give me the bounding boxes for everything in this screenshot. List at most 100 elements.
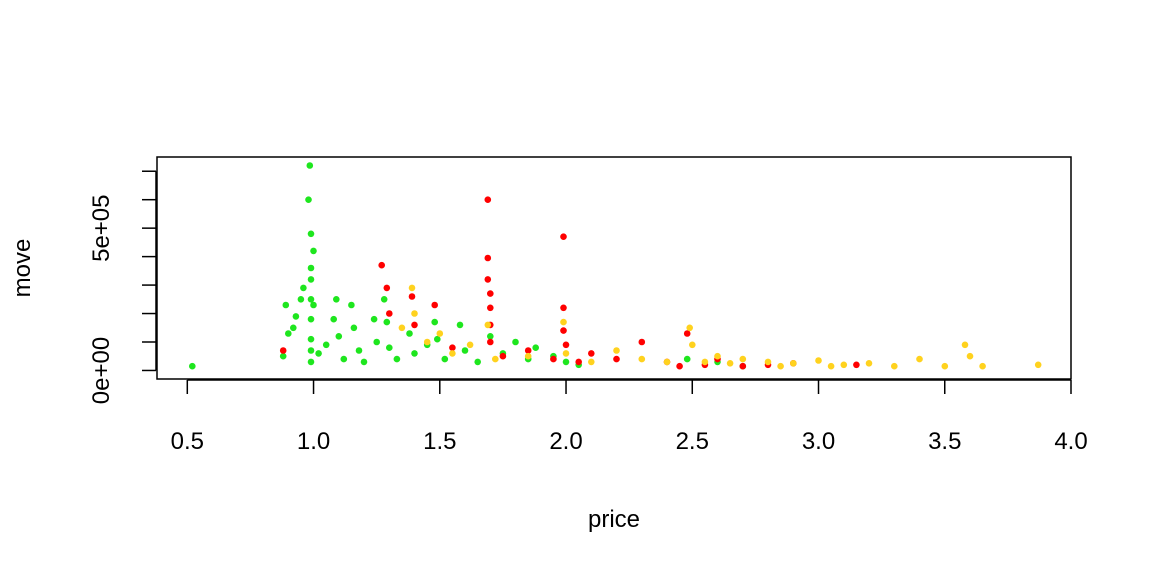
data-point: [484, 254, 492, 262]
data-point: [916, 355, 923, 363]
data-point: [330, 315, 338, 323]
data-point: [487, 338, 494, 346]
data-point: [588, 358, 595, 366]
x-tick-label: 0.5: [171, 428, 204, 455]
data-point: [360, 358, 368, 366]
data-point: [370, 315, 378, 323]
data-point: [406, 330, 413, 337]
data-point: [383, 318, 391, 326]
data-point: [386, 344, 393, 352]
plot-frame: [156, 156, 1072, 380]
data-point: [827, 362, 835, 370]
data-point: [683, 355, 691, 363]
data-point: [492, 355, 499, 363]
x-tick-label: 3.5: [928, 428, 961, 455]
data-point: [306, 162, 314, 169]
data-point: [189, 362, 196, 370]
data-point: [764, 358, 772, 366]
x-tick-label: 2.0: [549, 428, 582, 455]
data-point: [739, 355, 747, 363]
data-point: [966, 352, 974, 360]
data-point: [292, 313, 300, 320]
data-point: [1034, 361, 1042, 369]
data-point: [282, 301, 290, 309]
data-point: [411, 310, 418, 317]
data-point: [423, 338, 431, 346]
data-point: [726, 360, 734, 367]
data-point: [398, 324, 406, 332]
x-tick-label: 2.5: [676, 428, 709, 455]
data-point: [411, 321, 418, 329]
series-2: [398, 284, 1042, 370]
data-point: [689, 341, 696, 349]
data-point: [714, 352, 721, 360]
data-point: [297, 296, 305, 303]
data-point: [408, 284, 416, 292]
x-tick-label: 1.0: [297, 428, 330, 455]
data-point: [386, 310, 393, 317]
data-point: [411, 350, 418, 357]
data-point: [285, 330, 292, 337]
data-point: [638, 338, 646, 346]
data-point: [441, 355, 449, 363]
data-point: [524, 347, 532, 354]
data-point: [512, 338, 519, 346]
data-point: [524, 352, 532, 360]
data-point: [790, 360, 797, 367]
data-point: [562, 341, 570, 349]
data-point: [348, 301, 355, 309]
data-point: [431, 301, 439, 309]
x-tick-label: 1.5: [423, 428, 456, 455]
data-point: [340, 355, 348, 363]
data-point: [560, 318, 567, 326]
data-point: [461, 347, 469, 354]
data-point: [560, 327, 567, 334]
data-point: [575, 358, 582, 366]
data-point: [613, 347, 620, 354]
data-point: [307, 296, 315, 303]
data-point: [307, 315, 315, 323]
data-point: [701, 358, 709, 366]
data-point: [449, 344, 456, 352]
data-point: [560, 304, 567, 312]
data-point: [853, 361, 860, 369]
data-point: [383, 284, 391, 292]
data-point: [979, 362, 986, 370]
data-point: [335, 333, 343, 340]
data-point: [865, 360, 873, 367]
data-point: [322, 341, 330, 349]
x-tick-label: 3.0: [802, 428, 835, 455]
data-point: [333, 296, 340, 303]
data-point: [676, 362, 683, 370]
data-point: [466, 341, 474, 349]
data-point: [393, 355, 401, 363]
series-0: [189, 162, 747, 370]
data-point: [686, 324, 693, 332]
y-tick-label: 0e+00: [88, 337, 115, 404]
data-point: [840, 361, 848, 369]
data-point: [436, 330, 444, 337]
data-point: [484, 196, 492, 203]
data-point: [487, 290, 494, 297]
data-point: [279, 347, 287, 354]
data-point: [378, 261, 386, 269]
data-point: [777, 362, 784, 370]
x-axis: 0.5 1.0 1.5 2.0 2.5 3.0 3.5 4.0: [171, 379, 1088, 455]
data-point: [683, 330, 691, 337]
y-tick-label: 5e+05: [88, 194, 115, 261]
data-point: [484, 321, 492, 329]
data-point: [350, 324, 358, 332]
data-point: [891, 362, 898, 370]
data-point: [613, 355, 620, 363]
data-point: [562, 350, 570, 357]
data-points: [189, 162, 1042, 370]
data-point: [373, 338, 381, 346]
data-point: [739, 362, 747, 370]
y-axis-label: move: [9, 239, 36, 298]
data-point: [307, 264, 315, 272]
data-point: [941, 362, 949, 370]
data-point: [663, 358, 671, 366]
data-point: [560, 233, 567, 240]
data-point: [307, 347, 315, 354]
